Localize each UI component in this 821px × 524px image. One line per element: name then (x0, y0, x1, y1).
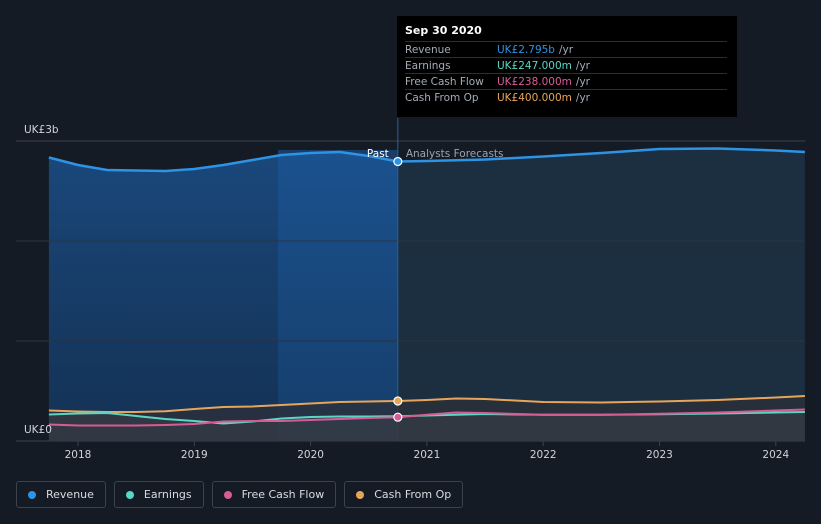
y-tick-label: UK£0 (24, 424, 52, 436)
tooltip-value: UK£400.000m (497, 91, 572, 104)
x-tick-label: 2023 (646, 449, 673, 461)
tooltip-value: UK£2.795b (497, 43, 555, 56)
x-tick-label: 2020 (297, 449, 324, 461)
revenue-line (48, 147, 805, 173)
legend-dot-icon (28, 490, 36, 499)
tooltip-row-earnings: Earnings UK£247.000m /yr (405, 57, 727, 73)
cash-from-op-line (48, 395, 805, 413)
legend-label: Free Cash Flow (241, 488, 325, 501)
legend-dot-icon (223, 490, 232, 499)
cash-from-op-marker (393, 396, 403, 406)
earnings-area (48, 412, 805, 441)
legend-dot-icon (125, 490, 134, 499)
tooltip-row-cash-from-op: Cash From Op UK£400.000m /yr (405, 89, 727, 105)
tooltip-value: UK£238.000m (497, 75, 572, 88)
x-tick-label: 2018 (65, 449, 92, 461)
chart-legend: Revenue Earnings Free Cash Flow Cash Fro… (16, 481, 471, 508)
y-tick-label: UK£3b (24, 124, 59, 136)
tooltip-value: UK£247.000m (497, 59, 572, 72)
x-tick-label: 2024 (762, 449, 789, 461)
revenue-marker (393, 156, 403, 167)
tooltip-unit: /yr (558, 43, 574, 56)
tooltip-unit: /yr (575, 75, 590, 88)
financials-chart: UK£3b UK£0 2018 2019 2020 2021 2022 2023 2024 Pas… (16, 118, 805, 461)
tooltip-label: Earnings (405, 59, 451, 72)
highlight-region (278, 150, 398, 441)
x-tick-label: 2021 (414, 449, 441, 461)
forecast-label: Analysts Forecasts (406, 148, 504, 160)
legend-label: Cash From Op (374, 488, 452, 501)
legend-item-earnings[interactable]: Earnings (113, 481, 204, 508)
tooltip-row-revenue: Revenue UK£2.795b /yr (405, 41, 727, 57)
legend-label: Revenue (46, 488, 94, 501)
tooltip-label: Revenue (405, 43, 451, 56)
tooltip-date: Sep 30 2020 (405, 24, 482, 37)
forecast-region (397, 148, 805, 441)
tooltip-label: Cash From Op (405, 91, 479, 104)
tooltip-unit: /yr (575, 91, 590, 104)
legend-item-revenue[interactable]: Revenue (16, 481, 106, 508)
legend-item-cash-from-op[interactable]: Cash From Op (344, 481, 464, 508)
tooltip-row-free-cash-flow: Free Cash Flow UK£238.000m /yr (405, 73, 727, 89)
past-label: Past (367, 148, 389, 160)
legend-item-free-cash-flow[interactable]: Free Cash Flow (211, 481, 337, 508)
tooltip-unit: /yr (575, 59, 590, 72)
x-tick-label: 2019 (181, 449, 208, 461)
legend-label: Earnings (143, 488, 192, 501)
data-tooltip: Sep 30 2020 Revenue UK£2.795b /yr Earnin… (397, 16, 737, 117)
free-cash-flow-marker (393, 412, 403, 422)
x-tick-label: 2022 (530, 449, 557, 461)
free-cash-flow-line (48, 408, 805, 427)
legend-dot-icon (356, 490, 365, 499)
tooltip-label: Free Cash Flow (405, 75, 484, 88)
